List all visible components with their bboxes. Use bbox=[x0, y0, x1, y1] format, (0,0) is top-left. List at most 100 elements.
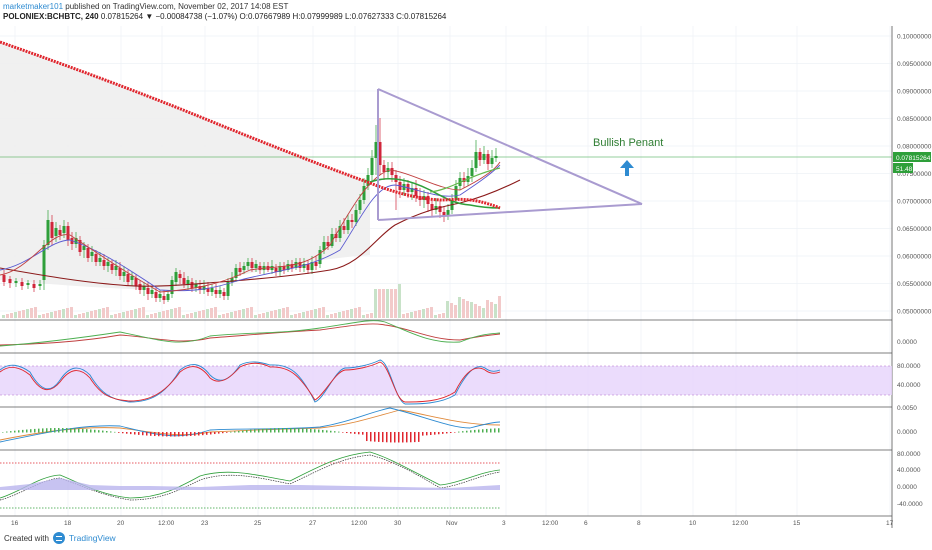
tradingview-brand[interactable]: TradingView bbox=[68, 533, 116, 543]
osc-histogram-bar bbox=[338, 431, 340, 433]
price-axis-label: 0.07000000 bbox=[897, 199, 932, 206]
volume-bar bbox=[178, 307, 181, 318]
candle-body bbox=[190, 282, 194, 288]
indicator-axis-label: 40.0000 bbox=[897, 467, 921, 474]
volume-bar bbox=[18, 311, 21, 318]
candle-body bbox=[362, 186, 366, 200]
time-axis-label: 23 bbox=[201, 520, 209, 527]
candle-body bbox=[438, 206, 442, 212]
candle-body bbox=[66, 226, 70, 240]
osc-histogram-bar bbox=[402, 432, 404, 443]
osc-histogram-bar bbox=[226, 432, 228, 433]
tradingview-logo-icon bbox=[52, 532, 65, 544]
volume-bar bbox=[214, 307, 217, 318]
osc-histogram-bar bbox=[58, 428, 60, 433]
volume-bar bbox=[62, 309, 65, 318]
volume-bar bbox=[146, 315, 149, 318]
osc-histogram-bar bbox=[418, 432, 420, 442]
candle-body bbox=[194, 284, 198, 288]
oscillator-pane bbox=[0, 407, 501, 443]
time-axis-label: 17 bbox=[886, 520, 894, 527]
price-axis-label: 0.06500000 bbox=[897, 226, 932, 233]
osc-histogram-bar bbox=[454, 432, 456, 433]
candle-body bbox=[326, 242, 330, 246]
osc-histogram-bar bbox=[50, 428, 52, 433]
price-axis-label: 0.05500000 bbox=[897, 281, 932, 288]
candle-body bbox=[170, 280, 174, 294]
volume-bar bbox=[318, 308, 321, 318]
candle-body bbox=[14, 281, 18, 283]
volume-bar bbox=[238, 310, 241, 318]
candle-body bbox=[234, 268, 238, 278]
volume-bar bbox=[390, 289, 393, 318]
volume-bar bbox=[282, 308, 285, 318]
volume-bar bbox=[170, 309, 173, 318]
time-axis-label: 6 bbox=[584, 520, 588, 527]
osc-histogram-bar bbox=[214, 432, 216, 435]
pennant-triangle[interactable] bbox=[377, 88, 643, 221]
candle-body bbox=[114, 266, 118, 270]
price-axis: 0.10000000 0.09500000 0.09000000 0.08500000… bbox=[897, 34, 932, 316]
price-badge-text: 0.07815264 bbox=[896, 155, 931, 162]
last-price: 0.07815264 bbox=[100, 12, 144, 21]
volume-bar bbox=[74, 315, 77, 318]
osc-histogram-bar bbox=[54, 428, 56, 433]
candle-body bbox=[110, 264, 114, 270]
osc-histogram-bar bbox=[326, 430, 328, 433]
osc-histogram-bar bbox=[442, 432, 444, 434]
candle-body bbox=[334, 234, 338, 238]
volume-bar bbox=[166, 310, 169, 318]
volume-bar bbox=[298, 313, 301, 318]
volume-bar bbox=[234, 311, 237, 318]
osc-histogram-bar bbox=[306, 428, 308, 433]
osc-histogram-bar bbox=[210, 432, 212, 435]
annotation-text[interactable]: Bullish Penant bbox=[593, 137, 663, 149]
symbol-label[interactable]: POLONIEX:BCHBTC, 240 bbox=[3, 12, 99, 21]
ohlc-values: O:0.07667989 H:0.07999989 L:0.07627333 C… bbox=[239, 12, 447, 21]
candle-body bbox=[106, 262, 110, 266]
created-with-text: Created with bbox=[4, 533, 49, 543]
volume-bar bbox=[130, 310, 133, 318]
candle-body bbox=[146, 288, 150, 294]
osc-histogram-bar bbox=[470, 430, 472, 433]
candle-body bbox=[134, 278, 138, 286]
candle-body bbox=[314, 262, 318, 266]
candle-body bbox=[102, 260, 106, 266]
candle-body bbox=[342, 226, 346, 230]
volume-bar bbox=[54, 311, 57, 318]
up-arrow-icon[interactable] bbox=[620, 160, 634, 176]
author-link[interactable]: marketmaker101 bbox=[3, 2, 64, 11]
osc-histogram-bar bbox=[218, 432, 220, 434]
osc-histogram-bar bbox=[230, 431, 232, 433]
osc-histogram-bar bbox=[130, 432, 132, 435]
volume-bar bbox=[14, 312, 17, 318]
volume-bar bbox=[330, 314, 333, 318]
volume-bar bbox=[226, 313, 229, 318]
osc-histogram-bar bbox=[310, 428, 312, 433]
candle-body bbox=[2, 275, 6, 282]
osc-histogram-bar bbox=[82, 428, 84, 433]
candle-body bbox=[154, 292, 158, 298]
candle-body bbox=[238, 268, 242, 272]
volume-bar bbox=[350, 309, 353, 318]
candle-body bbox=[26, 283, 30, 285]
volume-bar bbox=[90, 311, 93, 318]
volume-bar bbox=[34, 307, 37, 318]
osc-histogram-bar bbox=[78, 428, 80, 433]
candle-body bbox=[130, 276, 134, 280]
stoch-pane bbox=[0, 359, 892, 405]
osc-histogram-bar bbox=[150, 432, 152, 436]
volume-bar bbox=[442, 313, 445, 318]
candle-body bbox=[430, 204, 434, 210]
candle-body bbox=[198, 286, 202, 290]
osc-histogram-bar bbox=[462, 431, 464, 433]
volume-bar bbox=[370, 313, 373, 318]
candle-body bbox=[454, 186, 458, 200]
candle-body bbox=[126, 274, 130, 282]
candle-body bbox=[166, 294, 170, 300]
volume-bar bbox=[338, 312, 341, 318]
volume-bar bbox=[422, 309, 425, 318]
osc-histogram-bar bbox=[354, 432, 356, 434]
price-axis-label: 0.08500000 bbox=[897, 116, 932, 123]
